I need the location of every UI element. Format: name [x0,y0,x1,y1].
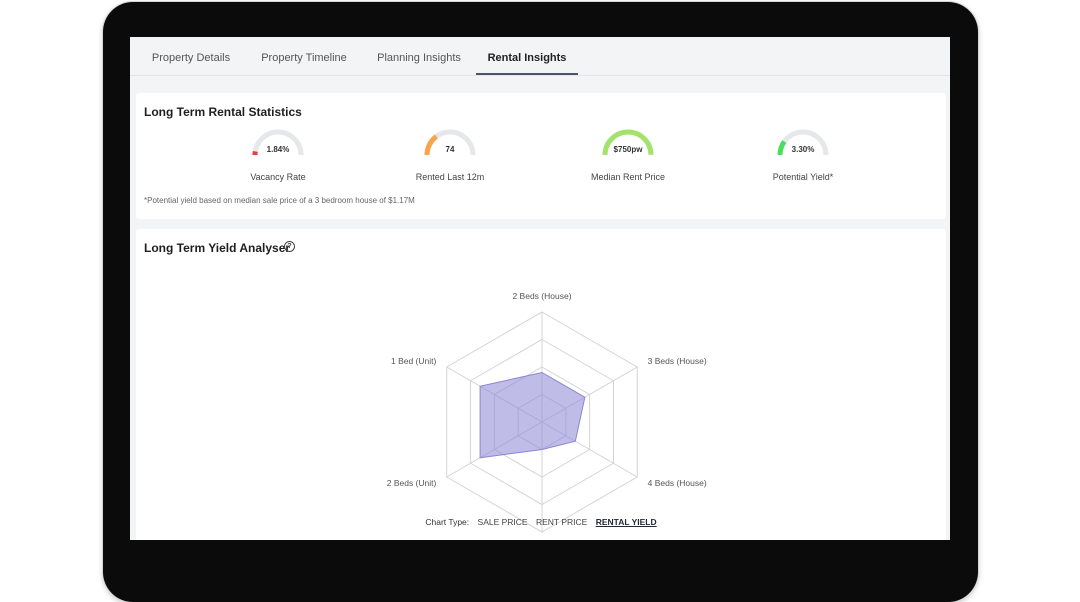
rental-statistics-title: Long Term Rental Statistics [144,105,302,119]
gauge-value: 74 [445,145,455,154]
chart-type-selector: Chart Type: SALE PRICE RENT PRICE RENTAL… [136,517,946,527]
chart-type-sale-price[interactable]: SALE PRICE [477,517,528,527]
gauge-label: Rented Last 12m [415,172,485,182]
gauge-rented-last-12m: 74 Rented Last 12m [390,126,510,186]
gauge-arc [602,129,654,156]
radar-axis-label: 2 Beds (House) [512,291,571,301]
tab-rental-insights[interactable]: Rental Insights [476,37,578,75]
gauge-value: 1.84% [266,145,290,154]
gauge-label: Vacancy Rate [250,172,306,182]
yield-analyser-card: Long Term Yield Analyser ? 2 Beds (House… [136,229,946,540]
radar-axis-label: 2 Beds (Unit) [387,478,437,488]
radar-axis-label: 1 Bed (Unit) [391,356,437,366]
app-screen: Property Details Property Timeline Plann… [130,37,950,540]
yield-footnote: *Potential yield based on median sale pr… [144,196,415,205]
tab-planning-insights[interactable]: Planning Insights [377,52,461,64]
gauge-median-rent-price: $750pw Median Rent Price [568,126,688,186]
question-circle-icon[interactable]: ? [284,241,295,252]
radar-axis-label: 3 Beds (House) [648,356,707,366]
gauge-arc [424,129,476,156]
rental-statistics-card: Long Term Rental Statistics 1.84% Vacanc… [136,93,946,219]
radar-chart: 2 Beds (House) 3 Beds (House) 4 Beds (Hous… [387,291,707,533]
gauge-vacancy-rate: 1.84% Vacancy Rate [218,126,338,186]
gauge-arc [777,129,829,156]
chart-type-rental-yield[interactable]: RENTAL YIELD [595,517,657,527]
gauge-value: 3.30% [791,145,815,154]
gauge-label: Median Rent Price [590,172,666,182]
tab-property-timeline[interactable]: Property Timeline [261,52,347,64]
gauge-label: Potential Yield* [772,172,834,182]
radar-series-area [479,371,586,459]
chart-type-rent-price[interactable]: RENT PRICE [535,517,588,527]
gauge-potential-yield: 3.30% Potential Yield* [743,126,863,186]
chart-type-label: Chart Type: [425,517,470,527]
radar-axis-label: 4 Beds (House) [648,478,707,488]
gauge-value: $750pw [613,145,643,154]
tab-bar: Property Details Property Timeline Plann… [130,37,950,76]
yield-analyser-title: Long Term Yield Analyser [144,241,291,255]
tab-property-details[interactable]: Property Details [151,52,231,64]
gauge-arc [252,129,304,156]
